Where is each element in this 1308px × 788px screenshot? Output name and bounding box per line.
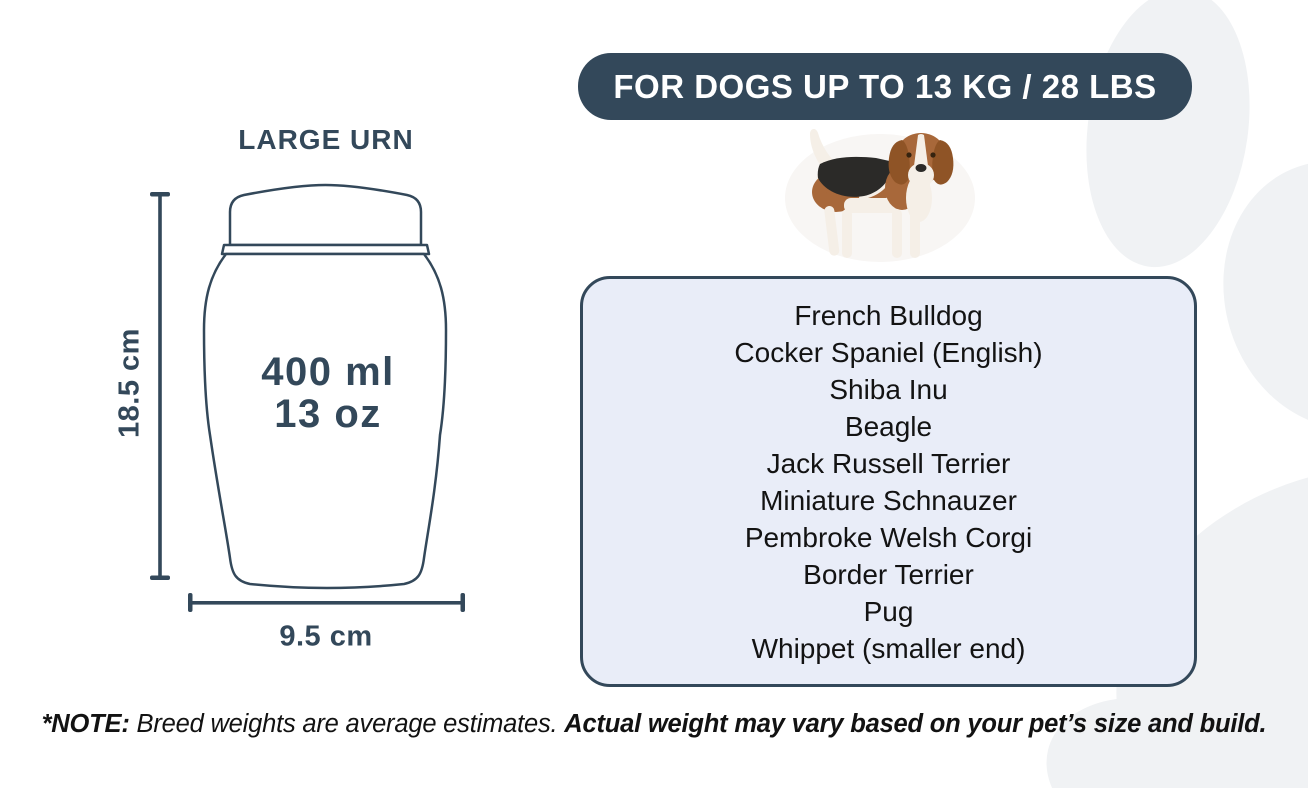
note-body: Breed weights are average estimates.: [136, 710, 558, 738]
breed-list-item: Cocker Spaniel (English): [734, 336, 1043, 368]
urn-size-title: LARGE URN: [238, 124, 414, 155]
disclaimer-note: *NOTE: Breed weights are average estimat…: [0, 710, 1308, 739]
urn-body: [202, 252, 448, 590]
breed-list-item: Pug: [863, 595, 914, 627]
breed-list-box: French Bulldog Cocker Spaniel (English) …: [580, 276, 1197, 687]
breed-list-item: French Bulldog: [794, 299, 983, 331]
beagle-icon: [785, 128, 975, 262]
urn-height-label: 18.5 cm: [113, 328, 146, 438]
breed-list-item: Jack Russell Terrier: [766, 447, 1011, 479]
note-prefix: *NOTE:: [41, 710, 130, 738]
urn-capacity-oz: 13 oz: [274, 392, 382, 436]
breed-list-item: Miniature Schnauzer: [760, 484, 1017, 516]
height-dimension-line: [150, 192, 170, 580]
breed-list-item: Whippet (smaller end): [751, 632, 1026, 664]
urn-width-label: 9.5 cm: [279, 620, 373, 653]
breed-list-item: Shiba Inu: [829, 373, 948, 405]
urn-diagram: [150, 183, 465, 612]
width-dimension-line: [188, 593, 465, 612]
urn-rim: [220, 243, 431, 256]
breed-list-item: Border Terrier: [803, 558, 974, 590]
breed-list-item: Pembroke Welsh Corgi: [744, 521, 1033, 553]
weight-capacity-badge: FOR DOGS UP TO 13 KG / 28 LBS: [578, 53, 1192, 120]
breed-list-item: Beagle: [844, 410, 933, 442]
urn-capacity-ml: 400 ml: [261, 350, 395, 394]
note-emphasis: Actual weight may vary based on your pet…: [564, 710, 1267, 738]
urn-lid: [228, 183, 423, 247]
